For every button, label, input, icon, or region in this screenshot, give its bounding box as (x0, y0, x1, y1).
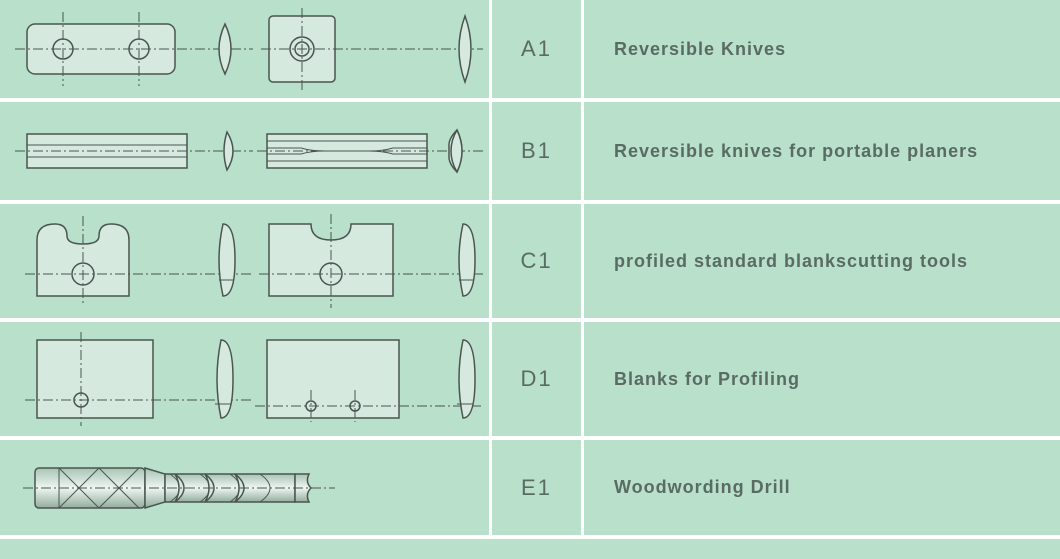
diagram-cell (0, 204, 492, 318)
table-row: B1Reversible knives for portable planers (0, 102, 1060, 204)
table-row: E1Woodwording Drill (0, 440, 1060, 539)
product-code: D1 (492, 322, 584, 436)
diagram-cell (0, 322, 492, 436)
table-row: D1Blanks for Profiling (0, 322, 1060, 440)
diagram-cell (0, 440, 492, 535)
product-code: E1 (492, 440, 584, 535)
table-row: C1profiled standard blankscutting tools (0, 204, 1060, 322)
diagram-cell (0, 102, 492, 200)
product-table: A1Reversible Knives B1Reversible knives … (0, 0, 1060, 539)
product-description: Reversible knives for portable planers (584, 102, 1056, 200)
table-row: A1Reversible Knives (0, 0, 1060, 102)
product-code: A1 (492, 0, 584, 98)
product-description: profiled standard blankscutting tools (584, 204, 1056, 318)
diagram-cell (0, 0, 492, 98)
product-description: Woodwording Drill (584, 440, 1056, 535)
product-code: B1 (492, 102, 584, 200)
product-description: Blanks for Profiling (584, 322, 1056, 436)
product-description: Reversible Knives (584, 0, 1056, 98)
product-code: C1 (492, 204, 584, 318)
